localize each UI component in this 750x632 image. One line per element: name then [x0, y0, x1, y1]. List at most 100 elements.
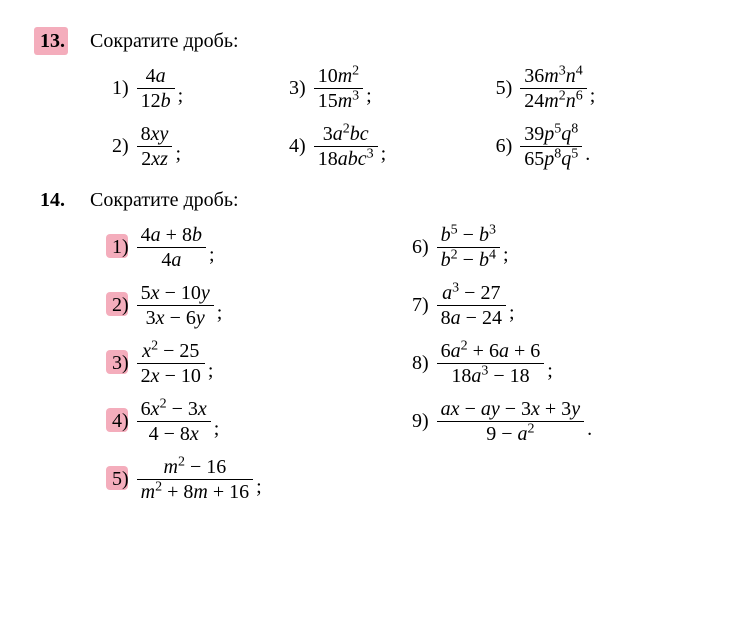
numerator: 10m2 — [314, 65, 363, 89]
item-number: 1) — [110, 236, 131, 259]
item-cell: 3) 10m215m3 ; — [287, 65, 494, 112]
item-cell: 8)6a2 + 6a + 618a3 − 18 ; — [410, 340, 710, 387]
denominator: 2xz — [137, 147, 173, 170]
numerator: 39p5q8 — [520, 123, 582, 147]
item-cell: 4)3a2bc18abc3 ; — [287, 123, 494, 170]
item-row: 2)8xy2xz ;4)3a2bc18abc3 ;6)39p5q865p8q5 … — [110, 121, 710, 171]
fraction: 4a12b — [137, 65, 175, 112]
punct: ; — [214, 418, 220, 445]
item-number: 4) — [110, 410, 131, 433]
problem: 14.Сократите дробь: 1) 4a + 8b4a ; 6) b5 − b… — [40, 189, 710, 504]
punct: ; — [590, 85, 596, 112]
item-cell: 7) a3 − 278a − 24 ; — [410, 282, 710, 329]
item-row: 1)4a12b ;3)10m215m3 ;5)36m3n424m2n6 ; — [110, 63, 710, 113]
punct: ; — [178, 85, 184, 112]
fraction: 4a + 8b4a — [137, 224, 206, 271]
item-number: 5) — [494, 77, 515, 100]
highlight-mark — [106, 292, 128, 316]
item-cell: 1)4a12b ; — [110, 65, 287, 112]
punct: ; — [208, 360, 214, 387]
highlight-mark — [106, 350, 128, 374]
item-cell: 5)36m3n424m2n6 ; — [494, 65, 710, 112]
problem-title: Сократите дробь: — [90, 189, 239, 212]
numerator: 6a2 + 6a + 6 — [437, 340, 545, 364]
item-row: 2) 5x − 10y3x − 6y ; 7) a3 − 278a − 24 ; — [110, 280, 710, 330]
numerator: 6x2 − 3x — [137, 398, 211, 422]
item-number: 5) — [110, 468, 131, 491]
numerator: 4a + 8b — [137, 224, 206, 248]
item-cell: 6) b5 − b3b2 − b4 ; — [410, 224, 710, 271]
numerator: a3 − 27 — [437, 282, 506, 306]
fraction: 6x2 − 3x4 − 8x — [137, 398, 211, 445]
numerator: 5x − 10y — [137, 282, 214, 306]
problem-title: Сократите дробь: — [90, 30, 239, 53]
punct: ; — [503, 244, 509, 271]
item-row: 1) 4a + 8b4a ;6) b5 − b3b2 − b4 ; — [110, 222, 710, 272]
worksheet: 13.Сократите дробь:1)4a12b ;3)10m215m3 ;… — [40, 30, 710, 504]
numerator: 36m3n4 — [520, 65, 586, 89]
denominator: 3x − 6y — [137, 306, 214, 329]
punct: ; — [256, 476, 262, 503]
denominator: 2x − 10 — [137, 364, 205, 387]
punct: . — [585, 143, 590, 170]
highlight-mark — [106, 408, 128, 432]
item-cell: 9) ax − ay − 3x + 3y9 − a2 . — [410, 398, 710, 445]
fraction: ax − ay − 3x + 3y9 − a2 — [437, 398, 584, 445]
item-number: 2) — [110, 294, 131, 317]
denominator: 15m3 — [314, 89, 363, 112]
punct: ; — [175, 143, 181, 170]
fraction: b5 − b3b2 − b4 — [437, 224, 500, 271]
item-number: 7) — [410, 294, 431, 317]
fraction: 36m3n424m2n6 — [520, 65, 586, 112]
denominator: 18abc3 — [314, 147, 378, 170]
numerator: ax − ay − 3x + 3y — [437, 398, 584, 422]
item-number: 6) — [410, 236, 431, 259]
item-row: 5) m2 − 16m2 + 8m + 16 ; — [110, 454, 710, 504]
items-grid: 1) 4a + 8b4a ; 6) b5 − b3b2 − b4 ; 2) 5x − 10… — [40, 222, 710, 504]
punct: . — [587, 418, 592, 445]
item-number: 3) — [110, 352, 131, 375]
denominator: 12b — [137, 89, 175, 112]
denominator: 65p8q5 — [520, 147, 582, 170]
items-grid: 1)4a12b ;3)10m215m3 ;5)36m3n424m2n6 ;2)8… — [40, 63, 710, 171]
numerator: 3a2bc — [314, 123, 378, 147]
punct: ; — [547, 360, 553, 387]
highlight-mark — [34, 27, 68, 55]
denominator: 8a − 24 — [437, 306, 506, 329]
highlight-mark — [106, 234, 128, 258]
item-cell: 2) 8xy2xz ; — [110, 123, 287, 170]
item-number: 6) — [494, 135, 515, 158]
problem-header: 14.Сократите дробь: — [40, 189, 710, 212]
denominator: 24m2n6 — [520, 89, 586, 112]
denominator: 4a — [137, 248, 206, 271]
numerator: b5 − b3 — [437, 224, 500, 248]
item-cell: 4) 6x2 − 3x4 − 8x ; — [110, 398, 410, 445]
fraction: m2 − 16m2 + 8m + 16 — [137, 456, 253, 503]
punct: ; — [366, 85, 372, 112]
denominator: 9 − a2 — [437, 422, 584, 445]
item-cell: 1)4a + 8b4a ; — [110, 224, 410, 271]
fraction: x2 − 252x − 10 — [137, 340, 205, 387]
item-cell: 5) m2 − 16m2 + 8m + 16 ; — [110, 456, 410, 503]
item-cell: 2) 5x − 10y3x − 6y ; — [110, 282, 410, 329]
denominator: 4 − 8x — [137, 422, 211, 445]
punct: ; — [509, 302, 515, 329]
item-number: 9) — [410, 410, 431, 433]
fraction: 10m215m3 — [314, 65, 363, 112]
item-number: 4) — [287, 135, 308, 158]
numerator: x2 − 25 — [137, 340, 205, 364]
punct: ; — [217, 302, 223, 329]
numerator: 4a — [137, 65, 175, 89]
fraction: 39p5q865p8q5 — [520, 123, 582, 170]
denominator: b2 − b4 — [437, 248, 500, 271]
item-number: 2) — [110, 135, 131, 158]
item-cell: 3) x2 − 252x − 10 ; — [110, 340, 410, 387]
item-number: 3) — [287, 77, 308, 100]
item-row: 4) 6x2 − 3x4 − 8x ; 9) ax − ay − 3x + 3y9 −… — [110, 396, 710, 446]
problem-number: 13. — [40, 30, 90, 53]
denominator: m2 + 8m + 16 — [137, 480, 253, 503]
problem-header: 13.Сократите дробь: — [40, 30, 710, 53]
numerator: 8xy — [137, 123, 173, 147]
fraction: 6a2 + 6a + 618a3 − 18 — [437, 340, 545, 387]
fraction: 5x − 10y3x − 6y — [137, 282, 214, 329]
